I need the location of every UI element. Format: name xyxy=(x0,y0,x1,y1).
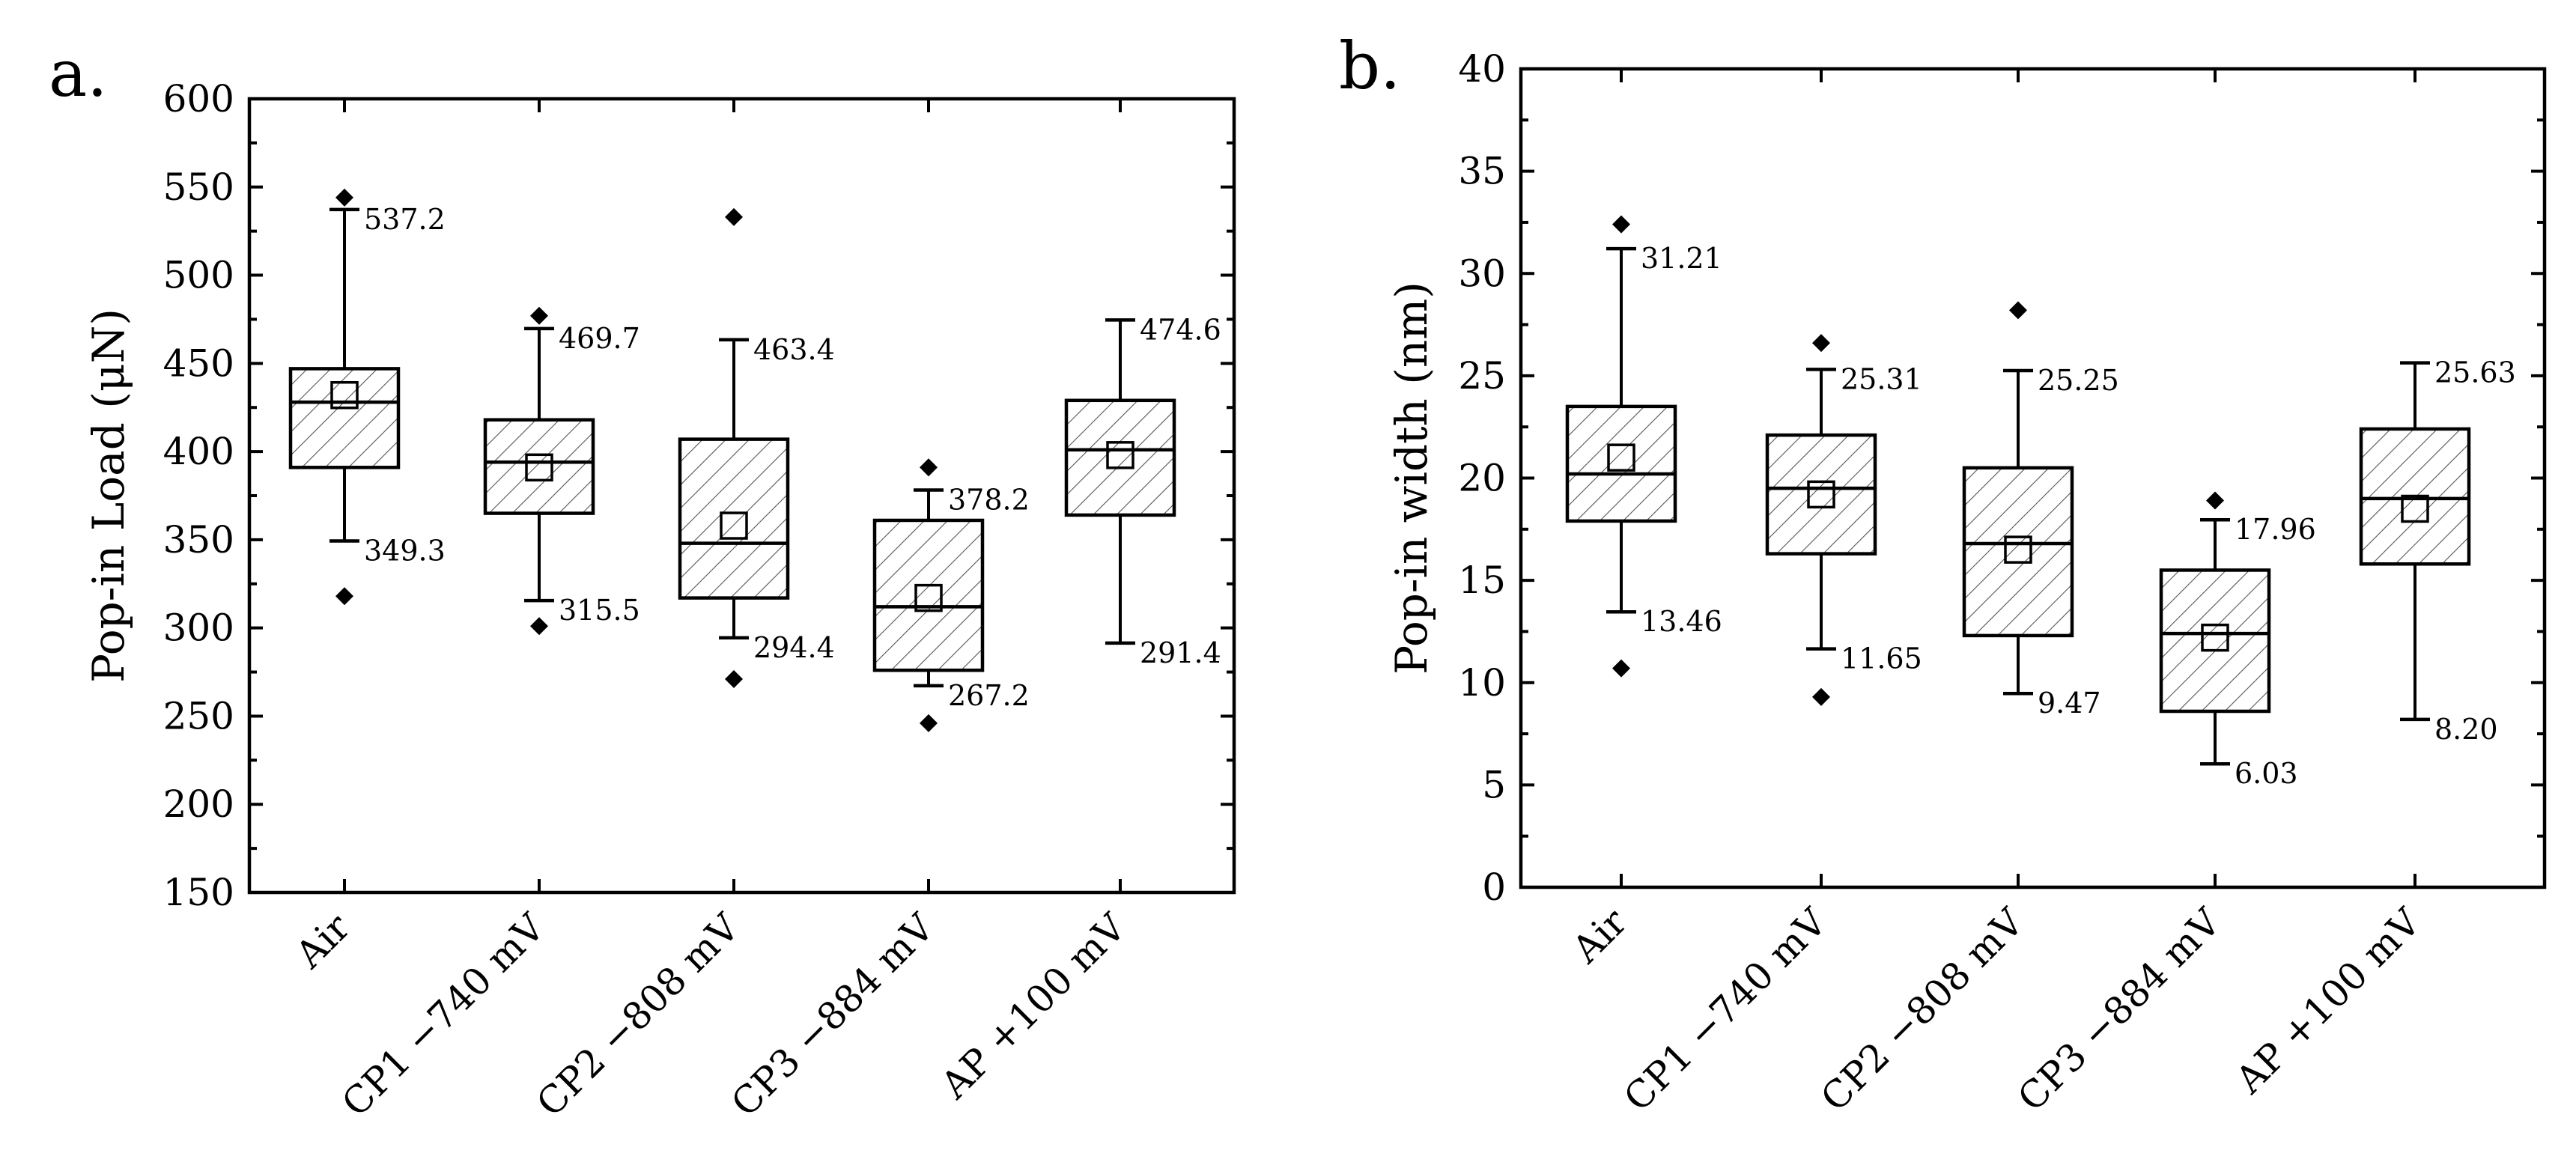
box-group: 25.31 11.65 CP1 −740 mV xyxy=(1615,69,1922,1119)
lower-whisker-label: 349.3 xyxy=(364,535,446,568)
y-tick-label: 150 xyxy=(163,871,234,914)
y-tick-label: 200 xyxy=(163,782,234,826)
y-tick-label: 0 xyxy=(1482,866,1506,909)
y-tick-label: 550 xyxy=(163,165,234,209)
iqr-box xyxy=(1962,466,2074,638)
lower-whisker-label: 315.5 xyxy=(559,594,640,627)
outlier-marker xyxy=(530,306,548,325)
mean-marker xyxy=(1106,441,1134,469)
y-tick-label: 15 xyxy=(1458,559,1506,602)
panel-label: b. xyxy=(1339,29,1400,104)
outlier-marker xyxy=(2009,301,2027,320)
mean-marker xyxy=(720,511,748,540)
outlier-marker xyxy=(725,207,743,226)
lower-whisker-label: 11.65 xyxy=(1841,642,1922,675)
upper-whisker-label: 31.21 xyxy=(1641,242,1722,275)
y-tick-label: 30 xyxy=(1458,252,1506,295)
outlier-marker xyxy=(335,188,353,207)
upper-whisker-label: 474.6 xyxy=(1140,313,1221,346)
outlier-marker xyxy=(920,458,938,477)
outlier-marker xyxy=(1812,687,1830,706)
x-category-label: CP1 −740 mV xyxy=(1615,900,1835,1120)
box-group: 25.25 9.47 CP2 −808 mV xyxy=(1812,69,2119,1120)
box-group: 469.7 315.5 CP1 −740 mV xyxy=(333,99,640,1125)
lower-whisker-label: 8.20 xyxy=(2434,713,2498,746)
mean-marker xyxy=(2201,623,2229,652)
mean-marker xyxy=(525,453,553,482)
iqr-box xyxy=(2159,568,2271,714)
y-tick-label: 10 xyxy=(1458,661,1506,705)
x-category-label: AP +100 mV xyxy=(932,905,1134,1107)
outlier-marker xyxy=(2206,491,2224,510)
mean-marker xyxy=(1807,480,1835,509)
y-tick-label: 450 xyxy=(163,341,234,385)
outlier-marker xyxy=(725,669,743,688)
iqr-box xyxy=(483,418,595,515)
y-tick-label: 400 xyxy=(163,430,234,473)
iqr-box xyxy=(1565,404,1677,523)
x-category-label: CP2 −808 mV xyxy=(1812,900,2032,1120)
lower-whisker-label: 294.4 xyxy=(753,631,835,664)
x-category-label: Air xyxy=(1564,900,1635,972)
iqr-box xyxy=(1765,433,1877,556)
lower-whisker-label: 6.03 xyxy=(2235,757,2298,790)
upper-whisker-label: 25.31 xyxy=(1841,362,1922,395)
mean-marker xyxy=(330,380,359,410)
iqr-box xyxy=(872,518,985,672)
mean-marker xyxy=(914,583,943,612)
iqr-box xyxy=(678,437,790,600)
upper-whisker-label: 537.2 xyxy=(364,203,446,236)
outlier-marker xyxy=(920,714,938,732)
x-category-label: Air xyxy=(287,905,359,977)
outlier-marker xyxy=(1612,215,1630,234)
mean-marker xyxy=(2401,494,2429,523)
y-tick-label: 600 xyxy=(163,77,234,121)
panel-label: a. xyxy=(49,37,108,112)
box-group: 537.2 349.3 Air xyxy=(287,99,446,977)
upper-whisker-label: 463.4 xyxy=(753,333,835,366)
y-tick-label: 35 xyxy=(1458,150,1506,193)
x-category-label: CP3 −884 mV xyxy=(723,905,943,1125)
y-tick-label: 25 xyxy=(1458,354,1506,398)
y-tick-label: 500 xyxy=(163,254,234,297)
y-tick-label: 350 xyxy=(163,518,234,562)
y-tick-label: 20 xyxy=(1458,457,1506,500)
lower-whisker-label: 267.2 xyxy=(948,679,1030,712)
upper-whisker-label: 469.7 xyxy=(559,322,640,355)
x-category-label: CP1 −740 mV xyxy=(333,905,553,1125)
outlier-marker xyxy=(335,587,353,606)
y-tick-label: 300 xyxy=(163,606,234,650)
upper-whisker-label: 17.96 xyxy=(2235,513,2316,546)
outlier-marker xyxy=(1612,659,1630,678)
lower-whisker-label: 291.4 xyxy=(1140,636,1221,669)
box-group: 31.21 13.46 Air xyxy=(1564,69,1722,972)
chart-panel-b: b. 0 5 10 15 20 25 30 35 40 Pop-in width (nm) 31.21… xyxy=(1339,29,2547,1120)
upper-whisker-label: 25.63 xyxy=(2434,356,2516,389)
chart-panel-a: a. 150 200 250 300 350 400 450 500 550 600 Pop-in L… xyxy=(49,37,1236,1125)
y-tick-label: 250 xyxy=(163,694,234,737)
upper-whisker-label: 378.2 xyxy=(948,483,1030,516)
x-category-label: CP3 −884 mV xyxy=(2009,900,2229,1120)
box-group: 378.2 267.2 CP3 −884 mV xyxy=(723,99,1030,1125)
lower-whisker-label: 9.47 xyxy=(2038,687,2101,720)
lower-whisker-label: 13.46 xyxy=(1641,605,1722,638)
mean-marker xyxy=(1607,443,1635,472)
y-tick-label: 5 xyxy=(1482,763,1506,806)
outlier-marker xyxy=(1812,334,1830,353)
x-category-label: CP2 −808 mV xyxy=(528,905,748,1125)
iqr-box xyxy=(288,367,401,469)
x-category-label: AP +100 mV xyxy=(2227,900,2429,1102)
outlier-marker xyxy=(530,617,548,636)
y-axis-title: Pop-in Load (μN) xyxy=(83,308,134,683)
upper-whisker-label: 25.25 xyxy=(2038,364,2119,397)
mean-marker xyxy=(2004,535,2032,564)
iqr-box xyxy=(1064,398,1176,517)
y-tick-label: 40 xyxy=(1458,47,1506,91)
y-axis-title: Pop-in width (nm) xyxy=(1386,282,1437,675)
